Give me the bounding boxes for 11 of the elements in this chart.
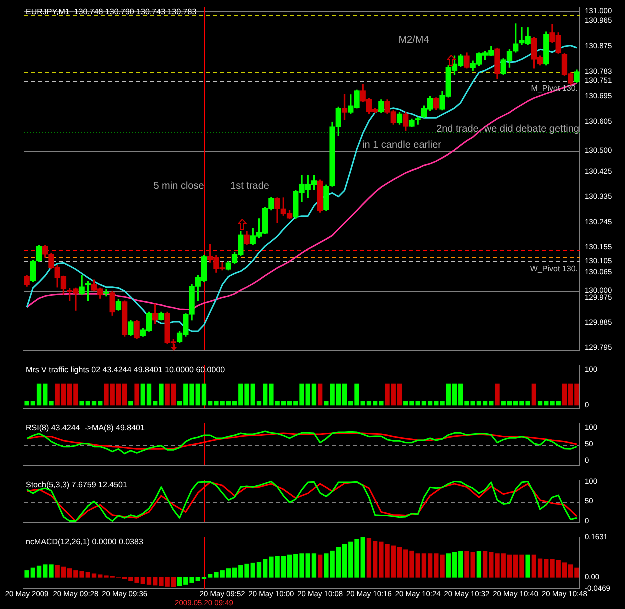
annotation: 5 min close [154,180,205,192]
annotation: M2/M4 [398,34,430,46]
annotation: in 1 candle earlier [362,140,442,151]
ref-line-label: W_Pivot 130. [530,264,578,274]
chart-title: Stoch(5,3,3) 7.6759 12.4501 [26,480,128,490]
annotation: 2nd trade, we did debate getting [436,124,580,135]
chart-title: RSI(8) 43.4244 ->MA(8) 49.8401 [26,424,146,433]
ref-line-label: M_Pivot 130. [531,84,578,94]
chart-title: ncMACD(12,26,1) 0.0000 0.0383 [26,538,144,547]
chart-title: EURJPY,M1 130.748 130.790 130.743 130.783 [26,8,198,17]
annotation: 1st trade [230,180,270,192]
